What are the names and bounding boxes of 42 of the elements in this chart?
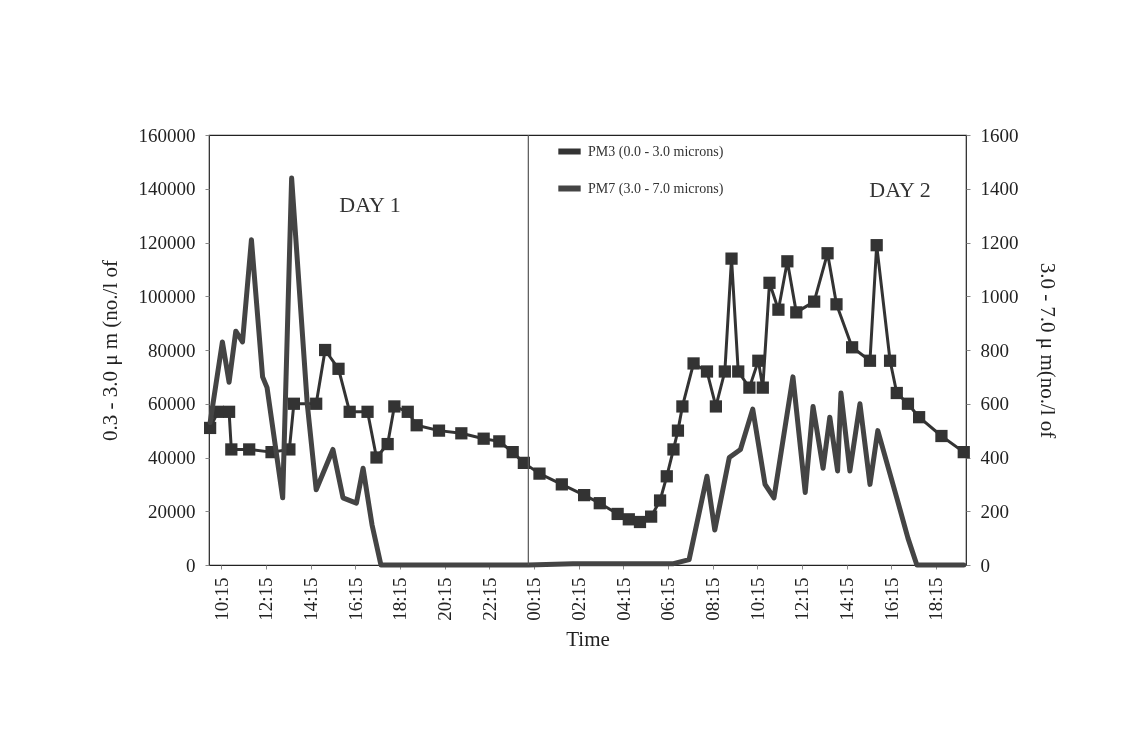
- y-tick-label: 140000: [138, 178, 196, 200]
- x-tick-label: 04:15: [612, 577, 634, 621]
- y-tick-label: 0: [186, 554, 196, 576]
- x-tick-label: 10:15: [746, 577, 768, 621]
- x-tick-label: 12:15: [791, 577, 813, 621]
- y-tick-label: 100000: [138, 285, 196, 307]
- y2-tick-label: 800: [980, 339, 1009, 361]
- y-tick-label: 20000: [148, 500, 196, 522]
- x-tick-label: 18:15: [389, 577, 411, 621]
- y2-tick-label: 1400: [980, 178, 1019, 200]
- x-tick-label: 16:15: [880, 577, 902, 621]
- annotation: DAY 2: [869, 177, 931, 202]
- y2-tick-label: 200: [980, 500, 1009, 522]
- x-tick-label: 16:15: [344, 577, 366, 621]
- x-tick-label: 14:15: [836, 577, 858, 621]
- x-tick-label: 14:15: [300, 577, 322, 621]
- legend-label: PM7 (3.0 - 7.0 microns): [588, 180, 724, 197]
- y2-tick-label: 0: [980, 554, 990, 576]
- x-tick-label: 00:15: [523, 577, 545, 621]
- x-axis-title: Time: [566, 626, 610, 651]
- y2-tick-label: 1000: [980, 285, 1019, 307]
- x-tick-label: 08:15: [702, 577, 724, 621]
- annotation: DAY 1: [339, 192, 401, 217]
- y2-tick-label: 600: [980, 393, 1009, 415]
- x-tick-label: 20:15: [434, 577, 456, 621]
- x-tick-label: 06:15: [657, 577, 679, 621]
- x-tick-label: 10:15: [210, 577, 232, 621]
- y-tick-label: 160000: [138, 124, 196, 146]
- x-tick-label: 02:15: [568, 577, 590, 621]
- y-tick-label: 120000: [138, 232, 196, 253]
- y-axis-title: 0.3 - 3.0 μ m (no./l of: [97, 260, 122, 441]
- x-tick-label: 12:15: [255, 577, 277, 621]
- y2-tick-label: 1600: [980, 124, 1019, 146]
- y2-tick-label: 400: [980, 447, 1009, 468]
- x-tick-label: 18:15: [925, 577, 947, 621]
- y2-tick-label: 1200: [980, 232, 1019, 253]
- y2-axis-title: 3.0 - 7.0 μ m(no./l of: [1035, 262, 1060, 439]
- y-tick-label: 40000: [148, 447, 196, 468]
- y-tick-label: 80000: [148, 339, 196, 361]
- legend-label: PM3 (0.0 - 3.0 microns): [588, 143, 724, 160]
- y-tick-label: 60000: [148, 393, 196, 415]
- x-tick-label: 22:15: [478, 577, 500, 621]
